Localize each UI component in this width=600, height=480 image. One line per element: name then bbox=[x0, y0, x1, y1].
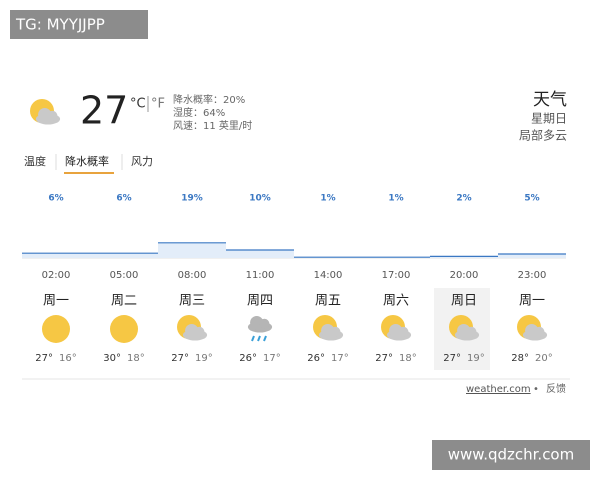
day-icon bbox=[449, 315, 480, 341]
temp-low: 17° bbox=[263, 353, 281, 364]
detail: 降水概率：20% bbox=[173, 93, 245, 106]
day-name: 周四 bbox=[247, 294, 273, 309]
precip-label: 2% bbox=[456, 194, 471, 204]
day-icon bbox=[517, 315, 548, 341]
tab-active[interactable]: 降水概率 bbox=[65, 154, 109, 168]
tab[interactable]: 风力 bbox=[131, 155, 153, 168]
time-label: 14:00 bbox=[314, 270, 343, 281]
cloud bbox=[259, 318, 270, 329]
precip-bar bbox=[22, 253, 90, 258]
temp-high: 27° bbox=[171, 353, 189, 364]
rain-drop bbox=[251, 335, 255, 342]
cloud bbox=[194, 326, 205, 337]
day-name: 周三 bbox=[179, 294, 205, 309]
temp-high: 27° bbox=[35, 353, 53, 364]
precip-label: 6% bbox=[116, 194, 131, 204]
temp-high: 26° bbox=[239, 353, 257, 364]
time-label: 11:00 bbox=[246, 270, 275, 281]
watermark-box bbox=[10, 10, 148, 39]
day-name: 周二 bbox=[111, 294, 137, 309]
temp-high: 27° bbox=[443, 353, 461, 364]
summary-condition: 局部多云 bbox=[519, 128, 567, 143]
precip-bar bbox=[90, 253, 158, 258]
detail: 湿度：64% bbox=[173, 106, 225, 119]
source-link[interactable]: weather.com bbox=[466, 384, 531, 395]
unit-fahrenheit[interactable]: °F bbox=[151, 97, 165, 112]
day-icon bbox=[313, 315, 344, 341]
unit-celsius[interactable]: °C bbox=[130, 97, 146, 112]
temp-low: 19° bbox=[195, 353, 213, 364]
precip-label: 6% bbox=[48, 194, 63, 204]
temp-low: 18° bbox=[399, 353, 417, 364]
time-label: 02:00 bbox=[42, 270, 71, 281]
temp-high: 30° bbox=[103, 353, 121, 364]
tab-underline bbox=[64, 172, 114, 174]
watermark-box bbox=[432, 440, 590, 470]
temp-high: 26° bbox=[307, 353, 325, 364]
temp-low: 19° bbox=[467, 353, 485, 364]
day-name: 周日 bbox=[451, 294, 477, 309]
watermark-text: www.qdzchr.com bbox=[448, 446, 574, 464]
precip-label: 19% bbox=[181, 194, 203, 204]
time-label: 05:00 bbox=[110, 270, 139, 281]
footer-separator: • bbox=[533, 384, 539, 395]
time-label: 20:00 bbox=[450, 270, 479, 281]
time-label: 08:00 bbox=[178, 270, 207, 281]
temp-low: 17° bbox=[331, 353, 349, 364]
temp-low: 16° bbox=[59, 353, 77, 364]
precip-bar bbox=[226, 250, 294, 258]
precip-label: 1% bbox=[388, 194, 403, 204]
rain-drop bbox=[257, 335, 261, 342]
cloud bbox=[534, 326, 545, 337]
precip-bar bbox=[430, 256, 498, 258]
temp-low: 18° bbox=[127, 353, 145, 364]
feedback-link[interactable]: 反馈 bbox=[546, 382, 566, 395]
cloud bbox=[466, 326, 477, 337]
time-label: 17:00 bbox=[382, 270, 411, 281]
current-icon bbox=[30, 99, 61, 125]
day-name: 周一 bbox=[43, 294, 69, 309]
precip-label: 10% bbox=[249, 194, 271, 204]
sun bbox=[42, 315, 70, 343]
day-icon bbox=[110, 315, 138, 343]
day-name: 周一 bbox=[519, 294, 545, 309]
precip-bar bbox=[498, 254, 566, 258]
temp-high: 28° bbox=[511, 353, 529, 364]
cloud bbox=[398, 326, 409, 337]
summary-day: 星期日 bbox=[531, 112, 567, 126]
detail: 风速：11 英里/时 bbox=[173, 119, 252, 132]
day-icon bbox=[42, 315, 70, 343]
time-label: 23:00 bbox=[518, 270, 547, 281]
sun bbox=[110, 315, 138, 343]
precip-label: 1% bbox=[320, 194, 335, 204]
tab[interactable]: 温度 bbox=[24, 154, 46, 168]
day-icon bbox=[247, 316, 273, 342]
summary-title: 天气 bbox=[533, 90, 567, 110]
rain-drop bbox=[263, 335, 267, 342]
day-icon bbox=[381, 315, 412, 341]
day-icon bbox=[177, 315, 208, 341]
cloud bbox=[330, 326, 341, 337]
temp-low: 20° bbox=[535, 353, 553, 364]
current-temp: 27 bbox=[80, 89, 128, 133]
precip-bar bbox=[158, 242, 226, 258]
day-name: 周五 bbox=[315, 294, 341, 309]
watermark-text: TG: MYYJJPP bbox=[15, 16, 105, 34]
day-name: 周六 bbox=[383, 294, 409, 309]
temp-high: 27° bbox=[375, 353, 393, 364]
precip-label: 5% bbox=[524, 194, 539, 204]
cloud bbox=[47, 110, 58, 121]
